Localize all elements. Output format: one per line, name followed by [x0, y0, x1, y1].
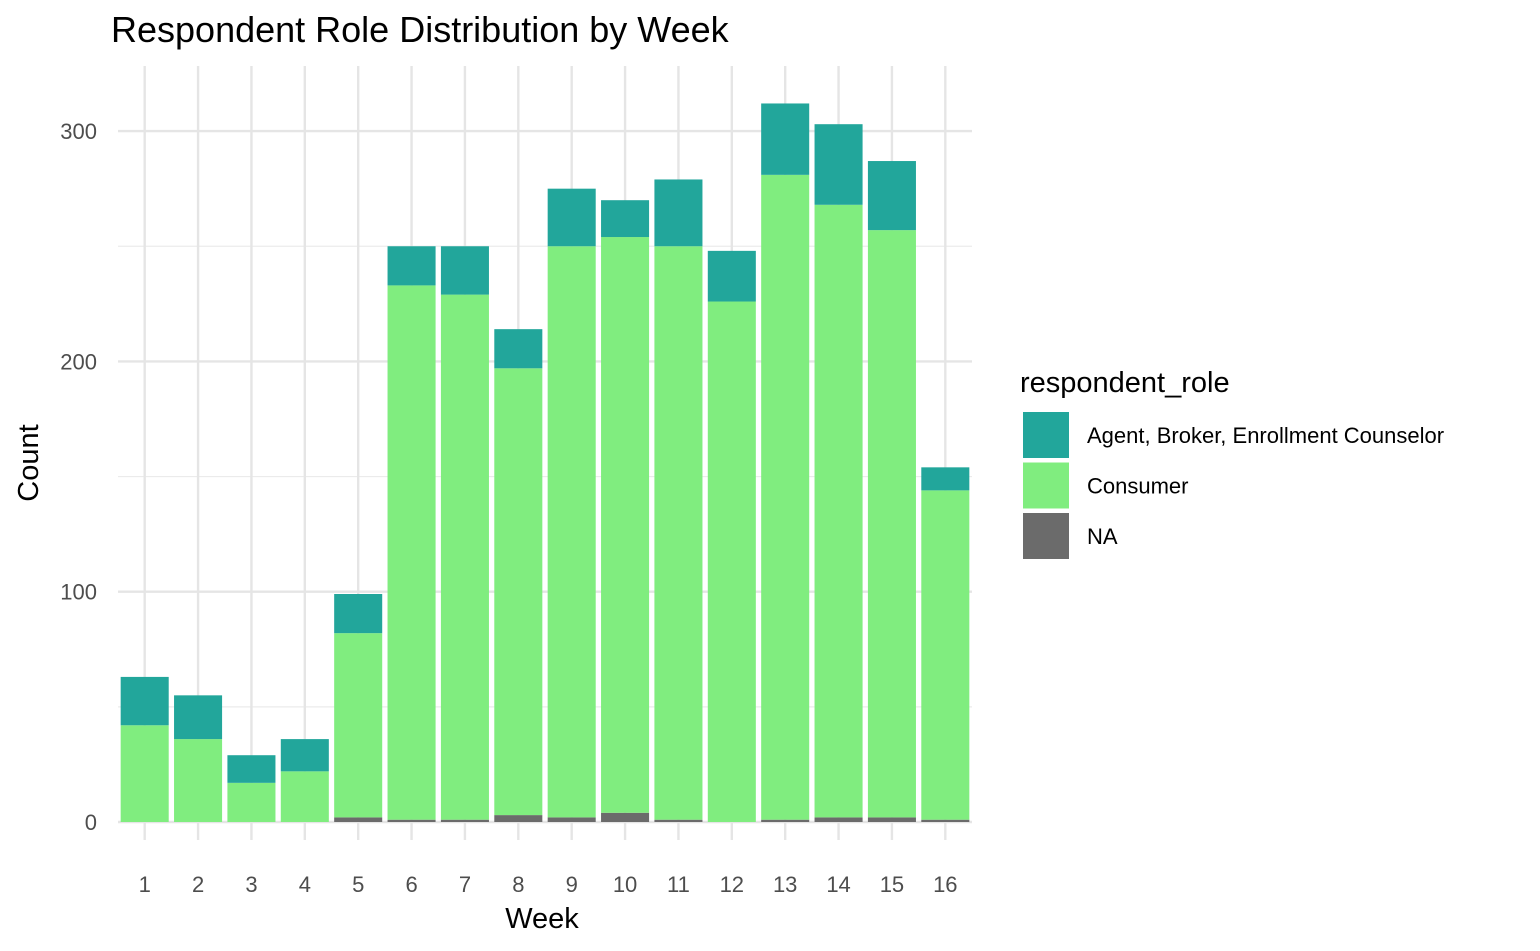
bar-segment-week-15-agent-broker-enrollment-counselor — [867, 161, 916, 231]
x-tick-label: 6 — [405, 872, 417, 897]
bar-segment-week-7-agent-broker-enrollment-counselor — [440, 246, 489, 295]
bar-segment-week-11-agent-broker-enrollment-counselor — [654, 179, 703, 247]
bar-segment-week-13-na — [761, 819, 810, 822]
bar-segment-week-4-agent-broker-enrollment-counselor — [280, 739, 329, 772]
bar-segment-week-16-agent-broker-enrollment-counselor — [921, 467, 970, 491]
legend-key — [1023, 462, 1069, 509]
legend-label: Consumer — [1087, 474, 1188, 499]
legend-label: Agent, Broker, Enrollment Counselor — [1087, 423, 1444, 448]
bar-segment-week-14-consumer — [814, 204, 863, 818]
bar-segment-week-16-na — [921, 819, 970, 822]
x-tick-label: 5 — [352, 872, 364, 897]
y-tick-label: 200 — [60, 349, 97, 374]
bar-segment-week-4-consumer — [280, 771, 329, 822]
bar-segment-week-11-na — [654, 819, 703, 822]
bar-segment-week-6-agent-broker-enrollment-counselor — [387, 246, 436, 286]
legend-key — [1023, 412, 1069, 458]
bar-segment-week-3-consumer — [227, 782, 276, 822]
bar-segment-week-8-na — [494, 815, 543, 822]
legend-key — [1023, 513, 1069, 559]
bar-segment-week-5-agent-broker-enrollment-counselor — [334, 594, 383, 634]
bar-segment-week-12-consumer — [707, 301, 756, 823]
x-tick-label: 13 — [773, 872, 797, 897]
y-axis-ticks: 0 100 200 300 — [60, 119, 97, 835]
bar-segment-week-2-agent-broker-enrollment-counselor — [174, 695, 223, 740]
bar-segment-week-6-consumer — [387, 285, 436, 820]
bar-segment-week-16-consumer — [921, 490, 970, 820]
bar-segment-week-15-na — [867, 817, 916, 822]
x-tick-label: 11 — [667, 872, 690, 897]
y-tick-label: 300 — [60, 119, 97, 144]
bar-segment-week-8-agent-broker-enrollment-counselor — [494, 329, 543, 369]
x-tick-label: 2 — [192, 872, 204, 897]
bar-segment-week-2-consumer — [174, 739, 223, 822]
x-tick-label: 4 — [299, 872, 311, 897]
x-tick-label: 9 — [566, 872, 578, 897]
bar-segment-week-1-agent-broker-enrollment-counselor — [120, 676, 169, 726]
y-tick-label: 100 — [60, 580, 97, 605]
chart-title: Respondent Role Distribution by Week — [111, 9, 730, 50]
y-tick-label: 0 — [85, 810, 97, 835]
bar-segment-week-14-agent-broker-enrollment-counselor — [814, 124, 863, 205]
x-tick-label: 14 — [826, 872, 850, 897]
bar-segment-week-12-agent-broker-enrollment-counselor — [707, 250, 756, 302]
bar-segment-week-9-na — [547, 817, 596, 822]
x-tick-label: 15 — [880, 872, 904, 897]
x-tick-label: 12 — [720, 872, 744, 897]
bar-segment-week-8-consumer — [494, 368, 543, 816]
bar-segment-week-5-consumer — [334, 633, 383, 818]
bar-segment-week-11-consumer — [654, 246, 703, 820]
bar-segment-week-9-consumer — [547, 246, 596, 818]
x-tick-label: 1 — [139, 872, 151, 897]
x-axis-ticks: 1 2 3 4 5 6 7 8 9 10 11 12 13 14 15 16 — [139, 872, 958, 897]
legend: respondent_role Agent, Broker, Enrollmen… — [1020, 367, 1444, 559]
bar-segment-week-13-agent-broker-enrollment-counselor — [761, 103, 810, 175]
bar-segment-week-9-agent-broker-enrollment-counselor — [547, 188, 596, 247]
x-tick-label: 7 — [459, 872, 471, 897]
bar-segment-week-14-na — [814, 817, 863, 822]
bar-segment-week-5-na — [334, 817, 383, 822]
x-tick-label: 8 — [512, 872, 524, 897]
bar-segment-week-7-consumer — [440, 294, 489, 820]
x-tick-label: 16 — [933, 872, 957, 897]
y-axis-title: Count — [13, 424, 45, 501]
bar-segment-week-3-agent-broker-enrollment-counselor — [227, 755, 276, 783]
bar-segment-week-15-consumer — [867, 230, 916, 818]
bars — [120, 103, 970, 823]
x-tick-label: 3 — [245, 872, 257, 897]
legend-label: NA — [1087, 524, 1118, 549]
bar-segment-week-13-consumer — [761, 174, 810, 820]
bar-segment-week-10-consumer — [601, 237, 650, 813]
legend-title: respondent_role — [1020, 367, 1230, 399]
bar-segment-week-6-na — [387, 819, 436, 822]
bar-segment-week-7-na — [440, 819, 489, 822]
bar-segment-week-10-na — [601, 812, 650, 822]
bar-segment-week-10-agent-broker-enrollment-counselor — [601, 200, 650, 238]
x-axis-title: Week — [505, 903, 579, 935]
bar-segment-week-1-consumer — [120, 725, 169, 822]
x-tick-label: 10 — [613, 872, 637, 897]
